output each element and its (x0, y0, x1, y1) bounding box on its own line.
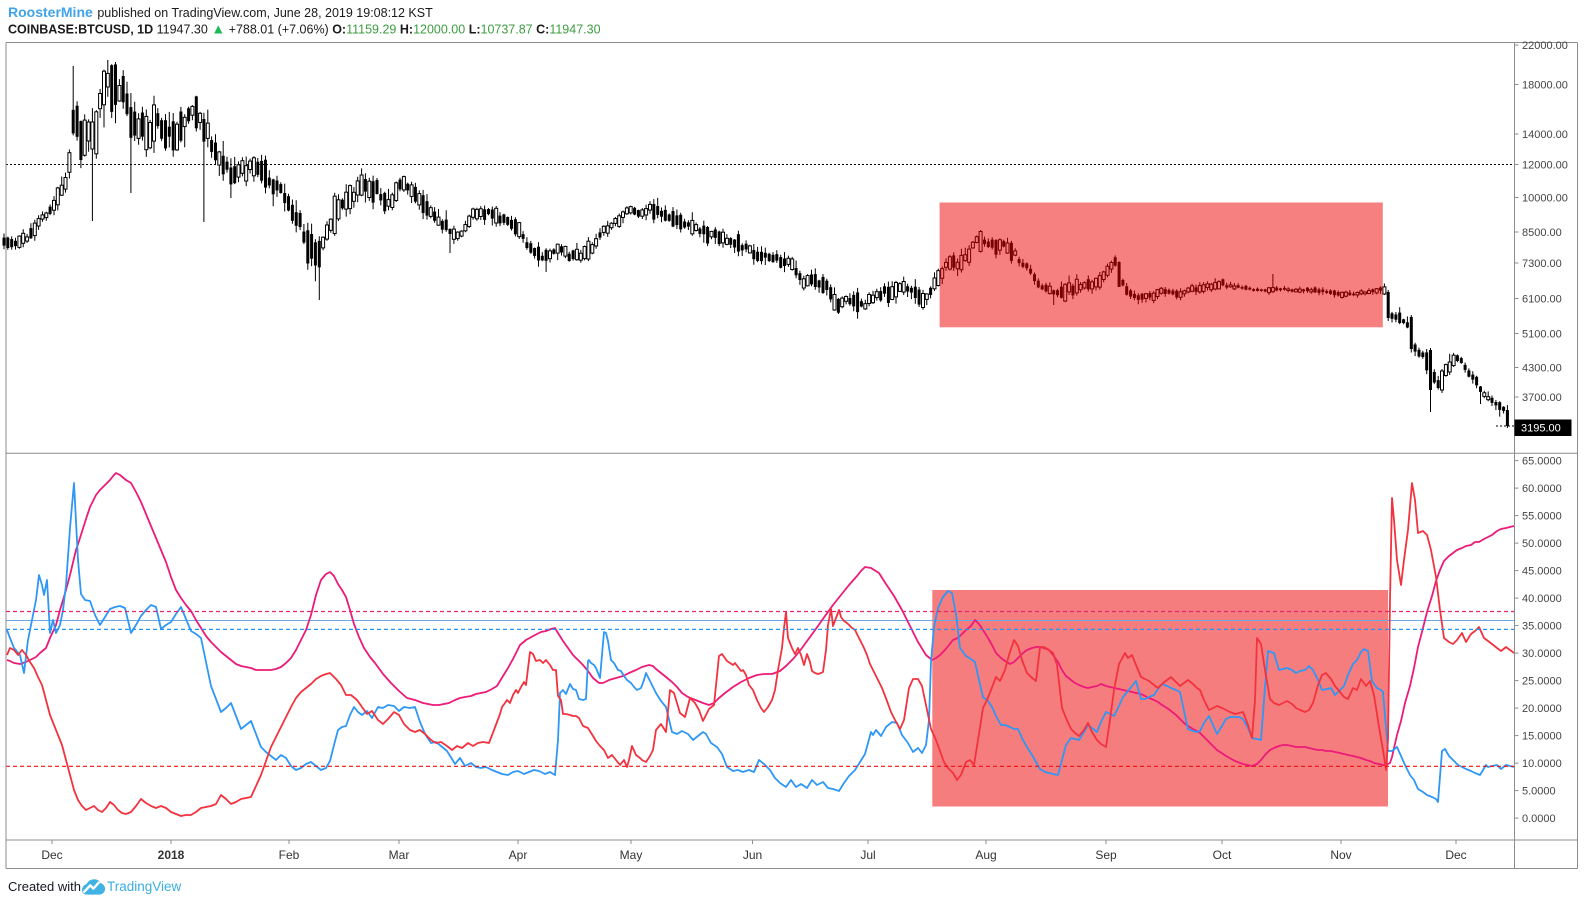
svg-text:10000.00: 10000.00 (1522, 193, 1568, 205)
svg-text:3700.00: 3700.00 (1522, 392, 1562, 404)
svg-text:50.0000: 50.0000 (1522, 538, 1562, 550)
svg-text:12000.00: 12000.00 (1522, 160, 1568, 172)
svg-text:30.0000: 30.0000 (1522, 648, 1562, 660)
svg-text:8500.00: 8500.00 (1522, 227, 1562, 239)
svg-text:Aug: Aug (975, 848, 996, 862)
svg-text:Dec: Dec (1445, 848, 1466, 862)
svg-text:15.0000: 15.0000 (1522, 731, 1562, 743)
svg-text:Sep: Sep (1095, 848, 1117, 862)
svg-text:TradingView: TradingView (107, 879, 182, 894)
svg-text:18000.00: 18000.00 (1522, 80, 1568, 92)
svg-text:0.0000: 0.0000 (1522, 813, 1556, 825)
svg-text:55.0000: 55.0000 (1522, 511, 1562, 523)
svg-text:25.0000: 25.0000 (1522, 676, 1562, 688)
svg-text:2018: 2018 (158, 848, 185, 862)
svg-text:Feb: Feb (279, 848, 300, 862)
svg-text:5100.00: 5100.00 (1522, 329, 1562, 341)
svg-text:35.0000: 35.0000 (1522, 621, 1562, 633)
svg-text:Mar: Mar (389, 848, 410, 862)
svg-text:Oct: Oct (1213, 848, 1232, 862)
svg-text:May: May (620, 848, 643, 862)
svg-text:Created with: Created with (8, 879, 81, 894)
svg-text:Nov: Nov (1330, 848, 1351, 862)
svg-text:60.0000: 60.0000 (1522, 483, 1562, 495)
svg-text:Apr: Apr (509, 848, 528, 862)
svg-text:40.0000: 40.0000 (1522, 593, 1562, 605)
svg-text:Jun: Jun (743, 848, 762, 862)
svg-text:Jul: Jul (860, 848, 875, 862)
svg-text:7300.00: 7300.00 (1522, 258, 1562, 270)
svg-text:3195.00: 3195.00 (1521, 423, 1561, 435)
svg-text:22000.00: 22000.00 (1522, 40, 1568, 52)
svg-text:4300.00: 4300.00 (1522, 363, 1562, 375)
svg-text:5.0000: 5.0000 (1522, 786, 1556, 798)
svg-text:14000.00: 14000.00 (1522, 129, 1568, 141)
svg-text:Dec: Dec (41, 848, 62, 862)
svg-text:45.0000: 45.0000 (1522, 566, 1562, 578)
svg-text:RoosterMine published on Trad: RoosterMine published on TradingView.com… (8, 4, 433, 20)
svg-text:10.0000: 10.0000 (1522, 758, 1562, 770)
svg-text:20.0000: 20.0000 (1522, 703, 1562, 715)
svg-text:6100.00: 6100.00 (1522, 294, 1562, 306)
svg-text:COINBASE:BTCUSD, 1D 11947.30: COINBASE:BTCUSD, 1D 11947.30 ▲ +788.01 (… (8, 21, 601, 37)
svg-text:65.0000: 65.0000 (1522, 456, 1562, 468)
